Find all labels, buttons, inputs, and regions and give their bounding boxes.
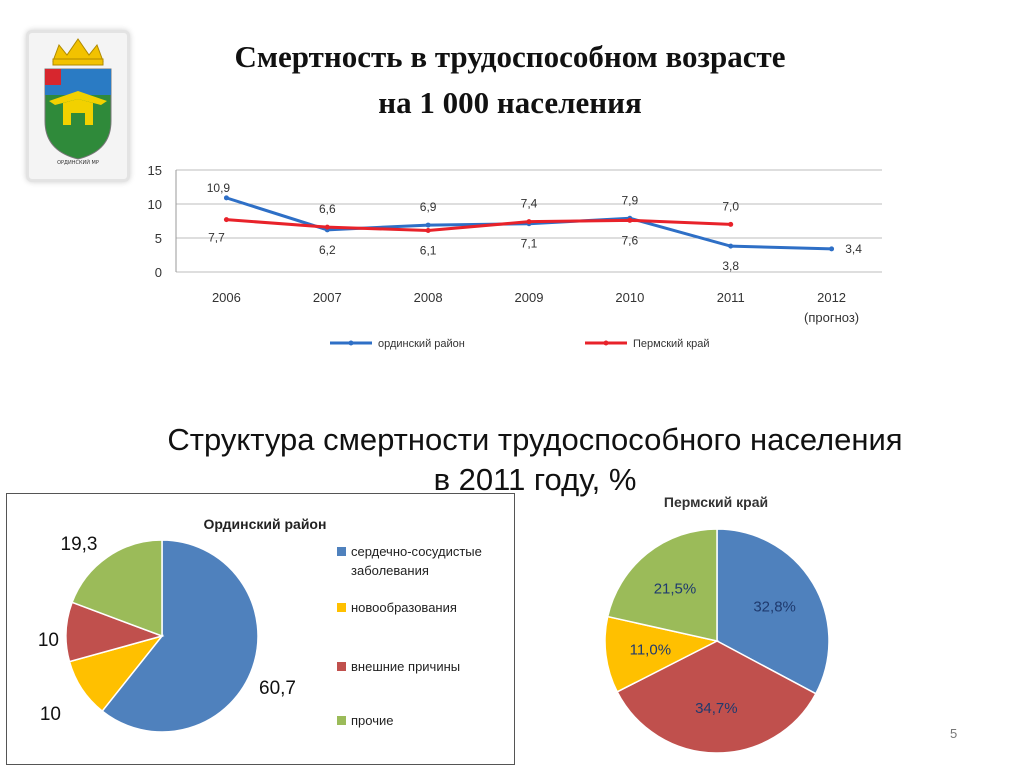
legend-label-line2: заболевания xyxy=(351,563,429,578)
slide-title-line1: Смертность в трудоспособном возрасте xyxy=(234,39,786,74)
data-label: 3,4 xyxy=(845,242,862,256)
data-point xyxy=(627,217,633,223)
y-tick-label: 15 xyxy=(148,163,162,178)
slice-value-label: 10 xyxy=(40,704,61,725)
y-tick-label: 0 xyxy=(155,265,162,280)
perm-pie-chart: Пермский край 32,8% 34,7% 11,0% 21,5% xyxy=(604,494,830,754)
slice-value-label: 60,7 xyxy=(259,678,296,699)
data-point xyxy=(425,222,431,228)
y-tick-label: 10 xyxy=(148,197,162,212)
x-tick-label-2006: 2006 xyxy=(212,290,241,305)
data-label: 7,1 xyxy=(521,237,538,251)
data-point xyxy=(425,228,431,234)
ordinsky-pie-chart: Ординский район 60,7 10 10 19,3 сердечно-сосу… xyxy=(38,516,482,733)
slice-value-label: 11,0% xyxy=(630,641,671,658)
pie-title: Ординский район xyxy=(204,516,327,532)
x-tick-sublabel: (прогноз) xyxy=(804,310,859,325)
data-point xyxy=(223,217,229,223)
x-tick-label-2009: 2009 xyxy=(515,290,544,305)
slice-value-label: 10 xyxy=(38,630,59,651)
ordinsky-slice-0 xyxy=(101,539,259,733)
legend-marker xyxy=(603,340,609,346)
page-number: 5 xyxy=(950,726,958,741)
legend-swatch xyxy=(337,716,346,725)
x-tick-label-2012: 2012 xyxy=(817,290,846,305)
section-title-line1: Структура смертности трудоспособного нас… xyxy=(167,422,903,457)
data-label: 10,9 xyxy=(207,181,231,195)
slide-title-line2: на 1 000 населения xyxy=(378,85,642,120)
data-point xyxy=(223,195,229,201)
slice-value-label: 21,5% xyxy=(654,581,697,598)
ordinsky-pie-frame: Ординский район 60,7 10 10 19,3 сердечно-сосу… xyxy=(6,493,515,765)
data-label: 7,7 xyxy=(208,231,225,245)
legend-label: прочие xyxy=(351,713,393,728)
legend-label-line1: сердечно-сосудистые xyxy=(351,544,482,559)
data-point xyxy=(728,243,734,249)
data-label: 6,1 xyxy=(420,244,437,258)
legend-swatch xyxy=(337,547,346,556)
district-emblem: ОРДИНСКИЙ МР xyxy=(26,30,130,182)
slice-value-label: 34,7% xyxy=(695,700,738,717)
coat-of-arms-icon xyxy=(44,38,112,160)
legend-label: внешние причины xyxy=(351,659,460,674)
perm-slice-1 xyxy=(616,640,817,754)
x-tick-label-2008: 2008 xyxy=(414,290,443,305)
section-title-line2: в 2011 году, % xyxy=(433,462,637,497)
x-tick-label-2010: 2010 xyxy=(615,290,644,305)
series-line-perm xyxy=(226,218,731,233)
data-label: 6,9 xyxy=(420,200,437,214)
data-point xyxy=(324,224,330,230)
slide-title: Смертность в трудоспособном возрасте на … xyxy=(140,34,880,126)
data-label: 7,4 xyxy=(521,197,538,211)
perm-slice-3 xyxy=(606,528,718,642)
crown-icon xyxy=(52,38,104,66)
data-label: 3,8 xyxy=(722,259,739,273)
y-tick-label: 5 xyxy=(155,231,162,246)
x-tick-label-2007: 2007 xyxy=(313,290,342,305)
data-point xyxy=(728,221,734,227)
legend-label: Пермский край xyxy=(633,338,710,350)
data-label: 6,6 xyxy=(319,202,336,216)
mortality-line-chart: 0 5 10 15 2006 2007 2008 2009 2010 2011 2012 (прогн… xyxy=(148,163,882,350)
ordinsky-slice-3 xyxy=(71,539,163,638)
slice-value-label: 32,8% xyxy=(753,598,796,615)
data-label: 7,6 xyxy=(622,233,639,247)
section-title: Структура смертности трудоспособного нас… xyxy=(100,420,970,500)
slice-value-label: 19,3 xyxy=(61,534,98,555)
data-point xyxy=(526,219,532,225)
data-label: 7,9 xyxy=(622,193,639,207)
perm-slice-0 xyxy=(716,528,830,695)
data-point xyxy=(829,246,835,252)
x-tick-label-2011: 2011 xyxy=(717,290,745,305)
emblem-caption: ОРДИНСКИЙ МР xyxy=(57,160,99,166)
legend-marker xyxy=(348,340,354,346)
pie-title: Пермский край xyxy=(664,494,768,510)
data-label: 7,0 xyxy=(722,199,739,213)
legend-swatch xyxy=(337,662,346,671)
legend-label: ординский район xyxy=(378,338,465,350)
legend-label: новообразования xyxy=(351,600,457,615)
legend-swatch xyxy=(337,603,346,612)
data-label: 6,2 xyxy=(319,243,336,257)
